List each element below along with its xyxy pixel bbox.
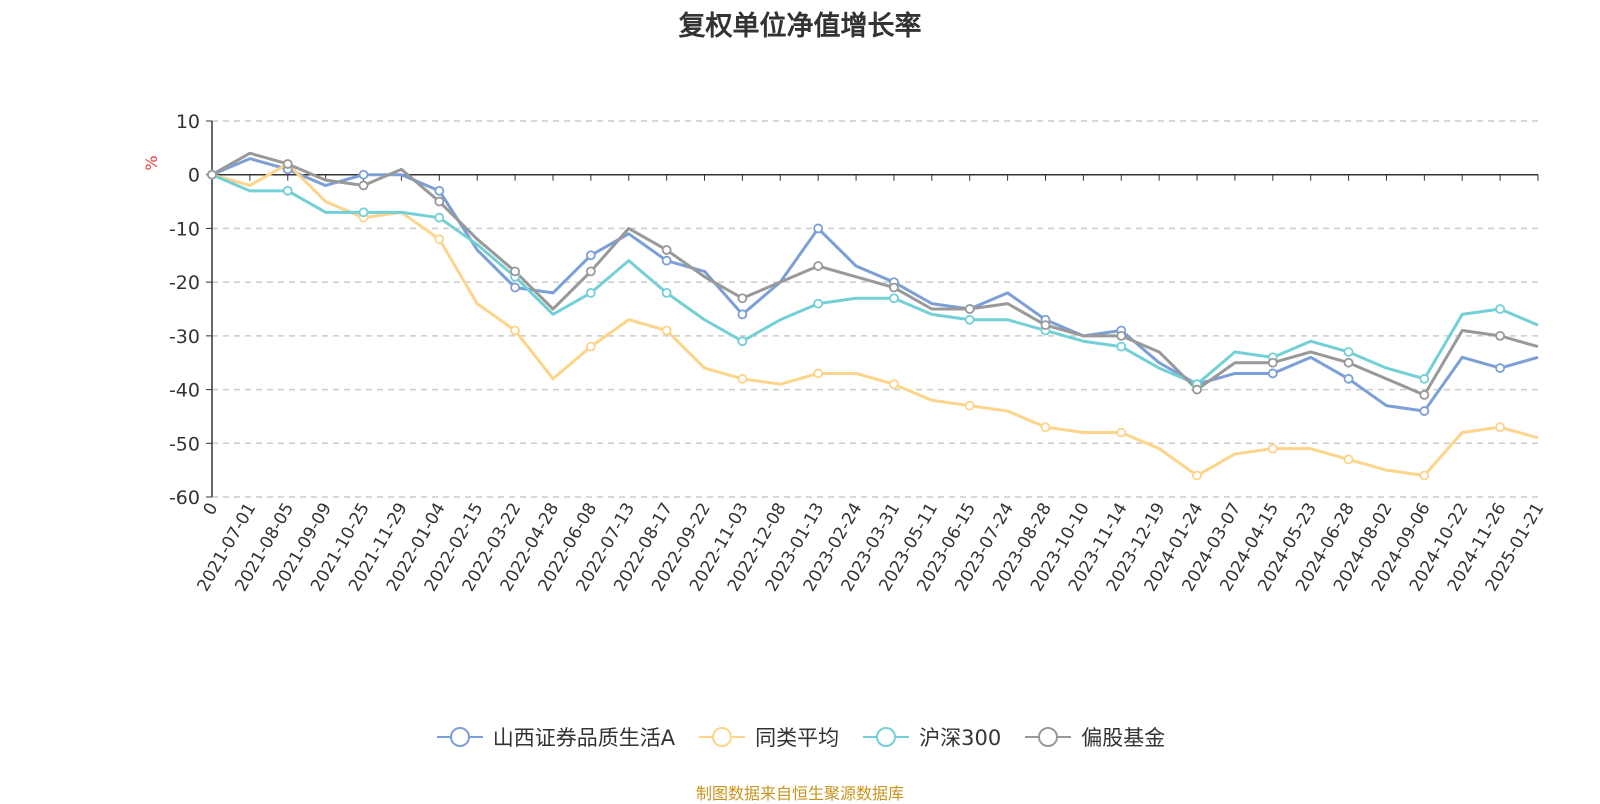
axis-layer: 100-10-20-30-40-50-6002021-07-012021-08-… (169, 111, 1548, 595)
y-tick-label: -20 (169, 272, 200, 294)
data-point (1267, 368, 1278, 379)
data-point (661, 245, 672, 255)
legend-item[interactable]: 偏股基金 (1023, 722, 1165, 752)
chart-title: 复权单位净值增长率 (678, 11, 922, 42)
x-tick-label: 0 (200, 500, 223, 519)
data-point (1495, 363, 1506, 373)
data-point (510, 325, 520, 336)
data-point (1419, 470, 1430, 481)
data-point (1495, 304, 1506, 314)
data-point (510, 282, 520, 293)
data-point (434, 234, 445, 245)
data-point (434, 196, 445, 207)
legend-marker-icon (863, 727, 910, 747)
data-point (813, 368, 824, 379)
data-point (661, 325, 672, 336)
data-point (434, 212, 445, 223)
data-point (813, 298, 824, 309)
y-axis-label: % (142, 155, 161, 170)
y-tick-label: -10 (169, 218, 200, 240)
legend-marker-icon (436, 727, 483, 747)
data-point (661, 287, 672, 298)
data-point (1267, 357, 1278, 368)
data-point (1116, 330, 1127, 341)
series-line-0 (211, 157, 1539, 413)
data-point (661, 255, 672, 266)
data-point (358, 207, 369, 218)
data-point (585, 266, 596, 277)
series-layer (207, 151, 1539, 481)
y-tick-label: -60 (169, 487, 200, 509)
data-point (585, 287, 596, 298)
data-point (889, 293, 899, 304)
legend-item[interactable]: 山西证券品质生活A (435, 722, 675, 752)
data-point (737, 309, 748, 320)
data-point (282, 159, 293, 169)
data-point (964, 400, 975, 411)
data-point (1419, 373, 1430, 384)
data-point (964, 314, 975, 325)
legend-item[interactable]: 同类平均 (697, 722, 839, 752)
data-point (813, 261, 824, 271)
y-tick-label: -50 (169, 433, 200, 455)
data-point (1419, 390, 1430, 400)
legend-marker-icon (699, 727, 746, 747)
data-point (1192, 384, 1202, 395)
series-line-2 (211, 173, 1539, 386)
data-point (1419, 406, 1430, 416)
legend-label: 沪深300 (919, 726, 1002, 750)
data-point (1495, 422, 1506, 433)
data-point (1495, 330, 1506, 341)
data-point (1343, 454, 1354, 465)
data-point (889, 379, 899, 390)
data-point (1116, 427, 1127, 438)
y-tick-label: -30 (169, 326, 200, 348)
data-point (585, 250, 596, 261)
data-point (737, 336, 748, 347)
y-tick-label: -40 (169, 380, 200, 402)
data-point (358, 180, 369, 191)
data-point (737, 373, 748, 384)
data-point (1343, 357, 1354, 368)
data-point (510, 266, 520, 277)
data-point (1343, 373, 1354, 384)
series-line-1 (211, 162, 1539, 478)
data-point (1040, 422, 1051, 433)
legend: 山西证券品质生活A 同类平均 沪深300 偏股基金 (0, 722, 1600, 752)
data-point (1267, 443, 1278, 454)
data-point (1040, 320, 1051, 331)
data-point (434, 185, 445, 196)
data-point (282, 185, 293, 196)
y-tick-label: 10 (176, 111, 200, 133)
legend-label: 山西证券品质生活A (492, 726, 676, 750)
data-point (358, 169, 369, 180)
data-point (813, 223, 824, 234)
legend-marker-icon (1025, 727, 1072, 747)
data-point (207, 169, 217, 180)
legend-label: 偏股基金 (1081, 726, 1166, 750)
data-point (964, 304, 975, 314)
data-point (1343, 347, 1354, 357)
data-point (889, 282, 899, 293)
data-point (737, 293, 748, 304)
legend-label: 同类平均 (755, 726, 840, 750)
y-tick-label: 0 (188, 165, 200, 187)
data-point (1192, 470, 1202, 481)
legend-item[interactable]: 沪深300 (861, 722, 1001, 752)
series-line-3 (211, 151, 1539, 397)
source-note: 制图数据来自恒生聚源数据库 (695, 784, 904, 803)
data-point (585, 341, 596, 352)
data-point (1116, 341, 1127, 352)
